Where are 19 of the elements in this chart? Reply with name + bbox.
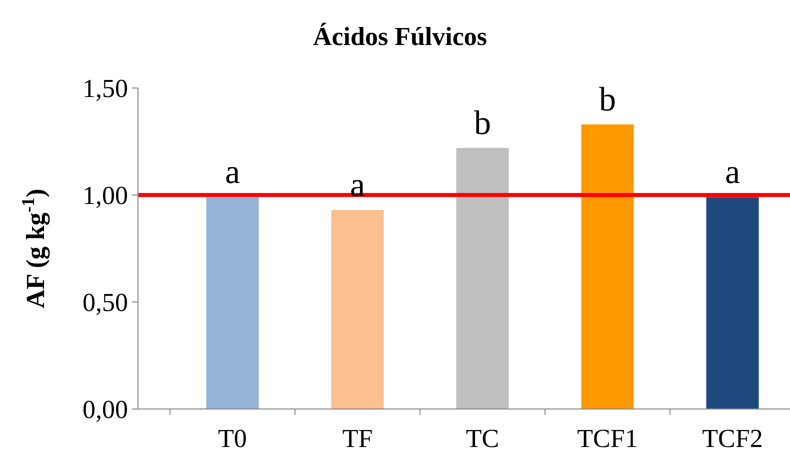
annotation: a (724, 154, 740, 192)
x-tick-label: TF (342, 424, 373, 453)
bar (706, 197, 759, 409)
x-tick-label: TCF2 (702, 424, 763, 453)
bar (331, 210, 384, 409)
annotation: b (599, 81, 616, 118)
y-tick-label: 1,50 (82, 74, 128, 104)
x-tick-label: TCF1 (577, 424, 638, 453)
x-tick-label: TC (466, 424, 500, 453)
y-tick-label: 0,00 (82, 395, 128, 424)
annotation: b (474, 104, 491, 142)
bar (581, 124, 634, 409)
annotation: a (224, 154, 240, 192)
bar (206, 197, 259, 409)
y-tick-label: 0,50 (82, 288, 128, 318)
bar (456, 148, 509, 409)
chart-title: Ácidos Fúlvicos (312, 22, 488, 51)
x-tick-label: T0 (218, 424, 247, 453)
y-tick-label: 1,00 (82, 181, 128, 210)
